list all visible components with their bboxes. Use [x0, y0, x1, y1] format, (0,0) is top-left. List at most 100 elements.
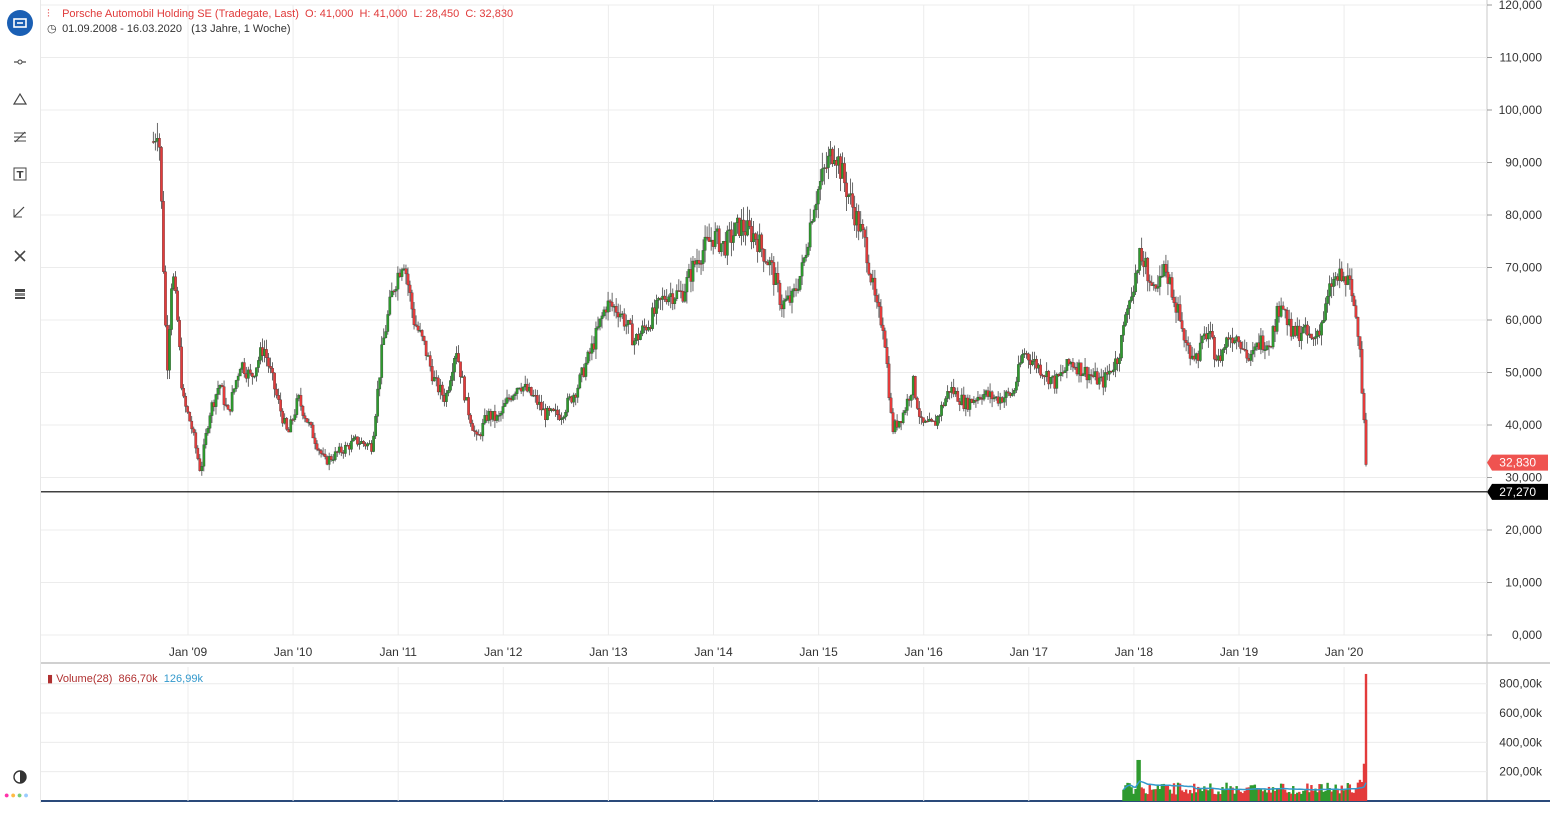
candle-body	[1184, 340, 1188, 343]
candle-body	[776, 273, 780, 284]
candle-body	[206, 428, 210, 434]
candle-body	[956, 390, 960, 402]
candle-body	[699, 263, 703, 265]
y-tick-label: 50,000	[1505, 366, 1542, 380]
candle-body	[857, 211, 861, 232]
candle-body	[748, 220, 751, 227]
candle-body	[663, 295, 667, 300]
candle-body	[501, 406, 505, 414]
layers-icon[interactable]	[10, 284, 30, 304]
candle-body	[810, 221, 814, 223]
candle-body	[600, 315, 604, 320]
candle-body	[877, 302, 881, 307]
candle-body	[586, 351, 590, 364]
candle-body	[269, 366, 272, 369]
volume-bar	[1283, 789, 1287, 801]
candle-body	[875, 295, 879, 303]
candle-body	[920, 416, 923, 418]
candle-body	[1340, 268, 1344, 281]
candle-body	[226, 405, 230, 410]
x-tick-label: Jan '18	[1115, 645, 1154, 659]
candle-body	[831, 148, 834, 165]
line-tool-icon[interactable]	[10, 52, 30, 72]
candle-body	[1035, 359, 1038, 369]
candle-body	[220, 385, 224, 387]
candle-body	[1320, 322, 1323, 336]
candle-body	[1172, 297, 1176, 303]
candle-body	[1261, 335, 1265, 350]
candle-body	[1065, 359, 1069, 371]
candle-body	[457, 353, 460, 362]
candle-body	[295, 398, 299, 415]
candle-body	[380, 344, 384, 378]
candle-body	[610, 301, 614, 307]
candle-body	[153, 140, 157, 143]
candle-body	[808, 222, 812, 248]
open-label: O:	[305, 8, 317, 20]
instrument-title: ⫶ Porsche Automobil Holding SE (Tradegat…	[47, 7, 513, 22]
annotation-icon[interactable]	[10, 201, 30, 221]
volume-bar	[1148, 784, 1151, 801]
candle-body	[1126, 308, 1129, 315]
volume-bar	[1168, 789, 1172, 801]
candle-body	[453, 358, 456, 373]
candle-body	[1164, 264, 1168, 273]
contrast-icon[interactable]	[10, 767, 30, 787]
y-tick-label: 80,000	[1505, 208, 1542, 222]
shape-tool-icon[interactable]	[10, 89, 30, 109]
candle-body	[440, 384, 444, 396]
volume-bar	[1249, 785, 1253, 801]
candle-body	[863, 229, 867, 238]
candle-body	[481, 423, 485, 437]
candle-body	[624, 324, 628, 327]
volume-bar	[1134, 789, 1137, 801]
candle-body	[1073, 366, 1077, 369]
candle-body	[1112, 369, 1115, 372]
candle-body	[1085, 366, 1089, 381]
candle-body	[1328, 283, 1331, 297]
candle-body	[1019, 362, 1022, 365]
text-tool-icon[interactable]: T	[10, 164, 30, 184]
volume-bar	[1233, 793, 1236, 801]
candle-body	[1170, 277, 1174, 298]
volume-bar	[1178, 783, 1182, 801]
volume-bar	[1271, 787, 1275, 801]
range-text: 01.09.2008 - 16.03.2020	[62, 23, 182, 35]
volume-bar	[1292, 786, 1295, 801]
y-tick-label: 10,000	[1505, 576, 1542, 590]
candle-body	[707, 237, 711, 242]
candle-body	[655, 300, 658, 314]
candle-body	[305, 418, 309, 423]
volume-bar	[1281, 783, 1285, 801]
volume-bar	[1265, 792, 1269, 801]
candle-body	[255, 367, 258, 377]
candle-body	[608, 300, 612, 303]
status-dots: ●●●●	[4, 790, 30, 800]
candle-body	[164, 271, 167, 326]
fibonacci-icon[interactable]	[10, 127, 30, 147]
volume-bar	[1174, 794, 1178, 801]
tools-icon[interactable]	[10, 246, 30, 266]
volume-ma-line	[1122, 780, 1367, 791]
volume-bar	[1364, 673, 1368, 801]
volume-bar	[1166, 784, 1170, 801]
candle-body	[388, 296, 392, 315]
candle-body	[1358, 336, 1362, 350]
volume-bar	[1217, 791, 1220, 801]
volume-bar	[1340, 785, 1343, 801]
candle-body	[778, 282, 782, 305]
candle-body	[309, 421, 313, 426]
candle-body	[562, 416, 565, 419]
volume-bar	[1154, 789, 1158, 801]
candle-body	[889, 397, 893, 413]
volume-bar	[1328, 787, 1331, 801]
candle-body	[691, 260, 695, 282]
candle-body	[717, 228, 721, 253]
volume-bar	[1322, 791, 1325, 801]
volume-bar	[1122, 789, 1125, 801]
candle-body	[1200, 335, 1204, 344]
candle-body	[400, 269, 404, 277]
chart-type-icon[interactable]	[7, 10, 33, 36]
volume-bar	[1354, 788, 1358, 801]
